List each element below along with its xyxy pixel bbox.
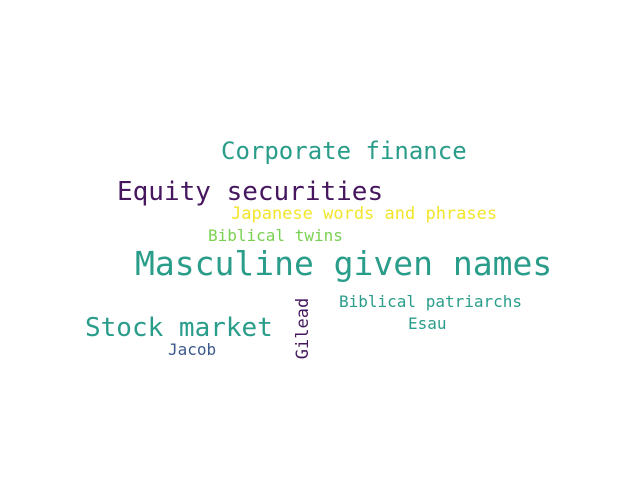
word-gilead: Gilead — [293, 297, 314, 359]
word-biblical-patriarchs: Biblical patriarchs — [339, 292, 523, 311]
word-gilead-vertical: Gilead — [272, 296, 336, 360]
word-jacob: Jacob — [168, 340, 217, 359]
word-equity-securities: Equity securities — [117, 177, 384, 207]
word-stock-market: Stock market — [85, 313, 273, 343]
word-japanese-words-and-phrases: Japanese words and phrases — [231, 204, 498, 224]
word-esau: Esau — [408, 314, 447, 333]
word-biblical-twins: Biblical twins — [208, 226, 343, 245]
word-masculine-given-names: Masculine given names — [135, 244, 553, 283]
word-corporate-finance: Corporate finance — [221, 137, 467, 165]
